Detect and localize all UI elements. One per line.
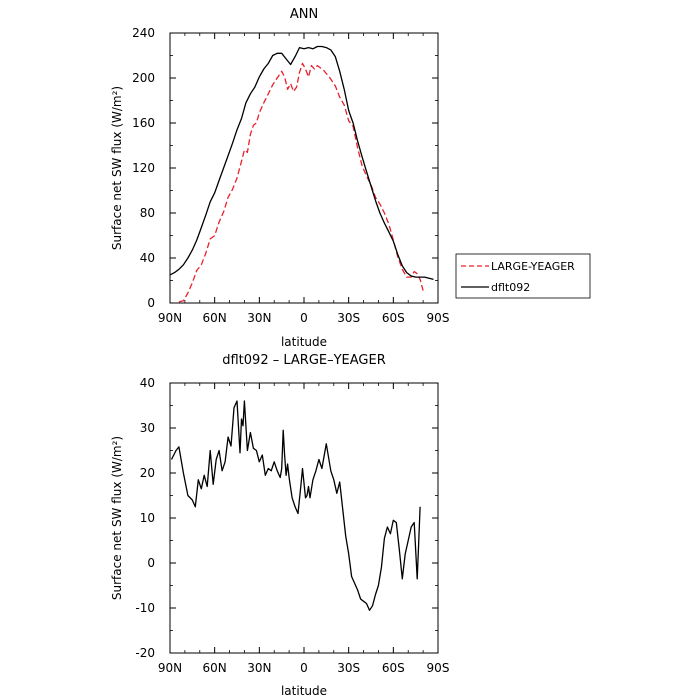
bottom-y-tick-label: 20 — [140, 466, 155, 480]
bottom-series-line-0 — [170, 400, 421, 611]
legend-label-large-yeager: LARGE-YEAGER — [491, 260, 575, 273]
bottom-x-axis-label: latitude — [281, 684, 327, 698]
top-y-tick-label: 120 — [132, 161, 155, 175]
bottom-x-tick-label: 90S — [427, 661, 450, 675]
bottom-plot-frame — [169, 382, 439, 654]
top-x-tick-label: 60N — [203, 311, 227, 325]
top-x-axis-label: latitude — [281, 335, 327, 349]
top-x-tick-label: 30N — [247, 311, 271, 325]
top-y-tick-label: 0 — [147, 296, 155, 310]
top-y-tick-label: 80 — [140, 206, 155, 220]
bottom-x-tick-label: 60N — [203, 661, 227, 675]
top-y-tick-label: 40 — [140, 251, 155, 265]
bottom-x-tick-label: 30S — [337, 661, 360, 675]
top-y-tick-label: 160 — [132, 116, 155, 130]
top-y-tick-label: 200 — [132, 71, 155, 85]
bottom-x-tick-label: 0 — [300, 661, 308, 675]
bottom-y-tick-label: 10 — [140, 511, 155, 525]
legend-label-dflt092: dflt092 — [491, 281, 530, 294]
bottom-series-lines — [170, 400, 421, 611]
bottom-y-tick-label: -10 — [135, 601, 155, 615]
legend-box — [455, 253, 591, 299]
bottom-x-tick-label: 60S — [382, 661, 405, 675]
bottom-y-tick-label: -20 — [135, 646, 155, 660]
top-panel-title: ANN — [290, 7, 318, 22]
top-series-lines — [169, 45, 434, 303]
bottom-y-tick-label: 30 — [140, 421, 155, 435]
bottom-axes-ticks: 90N 60N 30N 0 30S 60S 90S -20 -10 0 10 20 30 40 — [135, 376, 449, 675]
top-x-tick-label: 0 — [300, 311, 308, 325]
top-plot-frame — [169, 32, 439, 304]
top-series-line-dflt092 — [169, 45, 434, 281]
bottom-panel: dflt092 – LARGE–YEAGER 90N 60N 30N 0 30S 60S 9… — [110, 353, 449, 698]
top-y-tick-label: 240 — [132, 26, 155, 40]
top-x-tick-label: 60S — [382, 311, 405, 325]
bottom-x-tick-label: 30N — [247, 661, 271, 675]
bottom-panel-title: dflt092 – LARGE–YEAGER — [222, 353, 386, 368]
top-axes-ticks: 90N 60N 30N 0 30S 60S 90S 0 40 80 120 160 200 240 — [132, 26, 449, 325]
bottom-y-axis-label: Surface net SW flux (W/m²) — [110, 436, 124, 600]
top-panel: ANN 90N 60N 30N 0 30S 60S 90S 0 40 80 120 160 200 240… — [110, 7, 591, 349]
top-x-tick-label: 90N — [158, 311, 182, 325]
top-y-axis-label: Surface net SW flux (W/m²) — [110, 86, 124, 250]
bottom-y-tick-label: 0 — [147, 556, 155, 570]
top-series-line-large-yeager — [178, 62, 424, 303]
bottom-x-tick-label: 90N — [158, 661, 182, 675]
top-x-tick-label: 30S — [337, 311, 360, 325]
top-x-tick-label: 90S — [427, 311, 450, 325]
legend: LARGE-YEAGER dflt092 — [455, 253, 591, 299]
bottom-y-tick-label: 40 — [140, 376, 155, 390]
